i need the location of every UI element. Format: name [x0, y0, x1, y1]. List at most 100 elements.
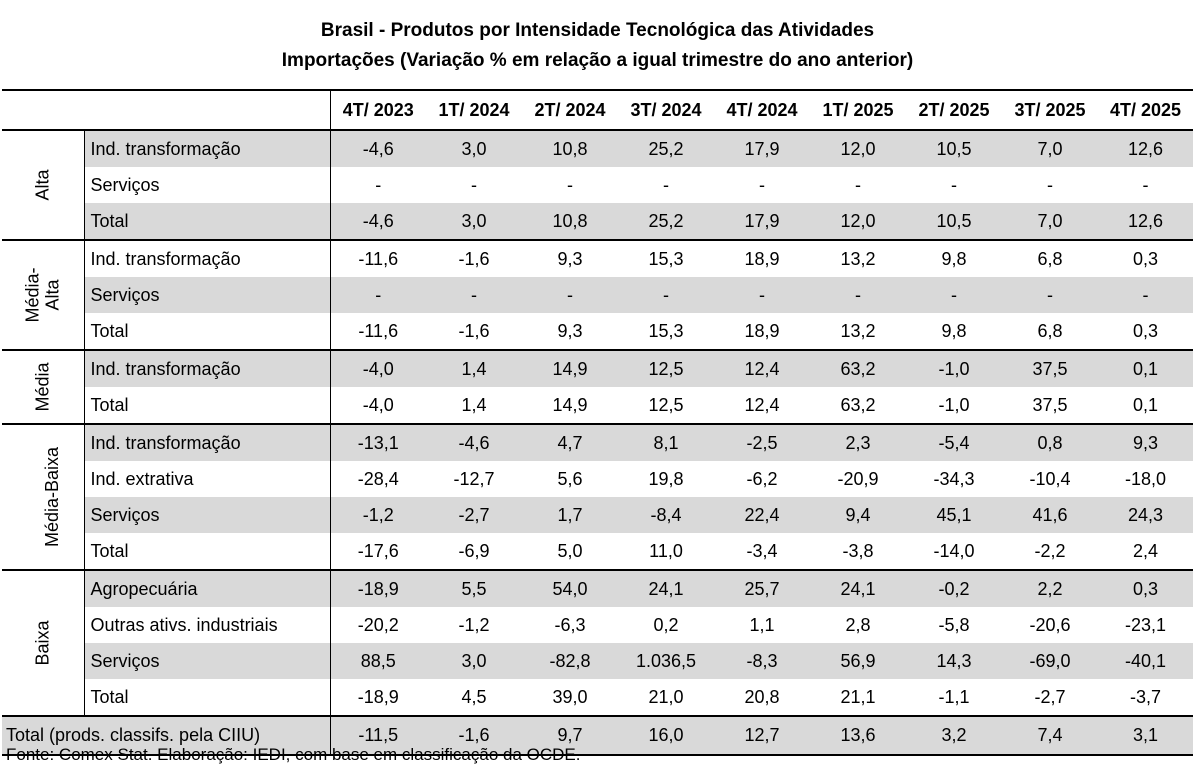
table-row: Total -17,6 -6,9 5,0 11,0 -3,4 -3,8 -14,0 -2,2 2,…: [2, 533, 1193, 570]
table-cell: -4,6: [426, 424, 522, 461]
table-cell: 2,8: [845, 614, 871, 635]
grand-total-row: Total (prods. classifs. pela CIIU) -11,5-…: [2, 716, 1193, 755]
table-cell: 25,2: [618, 130, 714, 167]
table-cell: -18,0: [1124, 468, 1167, 489]
table-cell: -6,9: [458, 540, 490, 561]
group-label-text: Média: [32, 361, 53, 412]
table-title: Brasil - Produtos por Intensidade Tecnol…: [320, 20, 875, 41]
table-cell: 12,0: [810, 130, 906, 167]
table-cell: 0,1: [1132, 394, 1159, 415]
table-cell: -11,6: [358, 320, 399, 341]
data-table: 4T/ 2023 1T/ 2024 2T/ 2024 3T/ 2024 4T/ 2024…: [2, 89, 1193, 756]
table-cell: 15,3: [648, 320, 684, 341]
table-cell: -1,6: [458, 320, 490, 341]
table-cell: 12,5: [618, 350, 714, 387]
table-cell: -: [426, 277, 522, 313]
table-cell: 3,0: [426, 643, 522, 679]
column-header: 1T/ 2024: [438, 99, 510, 120]
table-cell: -5,4: [906, 424, 1002, 461]
table-cell: -: [714, 277, 810, 313]
table-cell: -1,1: [938, 686, 970, 707]
table-cell: 7,0: [1002, 130, 1098, 167]
table-cell: 7,0: [1002, 203, 1098, 240]
group-label: Média- Alta: [2, 240, 85, 350]
table-cell: 12,6: [1098, 203, 1193, 240]
table-cell: 13,2: [840, 320, 876, 341]
table-cell: -82,8: [522, 643, 618, 679]
row-label: Serviços: [84, 643, 331, 679]
table-cell: 24,1: [618, 570, 714, 607]
table-cell: -3,8: [842, 540, 874, 561]
row-label: Total: [84, 679, 331, 716]
table-cell: 88,5: [330, 643, 426, 679]
table-cell: 25,2: [618, 203, 714, 240]
table-cell: -11,5: [330, 716, 426, 755]
table-cell: -: [663, 174, 669, 195]
header-row: 4T/ 2023 1T/ 2024 2T/ 2024 3T/ 2024 4T/ 2024…: [2, 90, 1193, 130]
group-label-text: Média- Alta: [22, 266, 63, 323]
table-cell: 0,8: [1002, 424, 1098, 461]
table-cell: 9,3: [557, 320, 583, 341]
table-cell: 7,4: [1002, 716, 1098, 755]
table-cell: -13,1: [330, 424, 426, 461]
table-cell: 8,1: [618, 424, 714, 461]
row-label: Serviços: [84, 167, 331, 203]
table-cell: 21,0: [648, 686, 684, 707]
table-cell: -8,4: [618, 497, 714, 533]
column-header: 4T/ 2025: [1109, 99, 1182, 120]
table-cell: 18,9: [744, 248, 780, 269]
table-cell: 5,6: [557, 468, 583, 489]
table-cell: 37,5: [1032, 394, 1068, 415]
table-row: Serviços 88,5 3,0 -82,8 1.036,5 -8,3 56,9 14,3-…: [2, 643, 1193, 679]
table-cell: 1,4: [426, 350, 522, 387]
table-cell: -1,2: [330, 497, 426, 533]
table-cell: -28,4: [357, 468, 399, 489]
table-cell: 1,1: [749, 614, 775, 635]
table-cell: -34,3: [933, 468, 975, 489]
table-cell: 25,7: [714, 570, 810, 607]
table-cell: -1,0: [906, 350, 1002, 387]
table-cell: -2,7: [1034, 686, 1066, 707]
table-cell: 12,4: [714, 350, 810, 387]
table-cell: 37,5: [1002, 350, 1098, 387]
group-label-text: Alta: [32, 168, 53, 201]
row-label: Ind. transformação: [84, 424, 331, 461]
table-cell: -18,9: [357, 686, 399, 707]
row-label: Total: [84, 387, 331, 424]
table-cell: -0,2: [906, 570, 1002, 607]
header-blank: [2, 90, 331, 130]
table-cell: -: [1047, 174, 1053, 195]
table-cell: -1,6: [426, 716, 522, 755]
table-row: Média Ind. transformação -4,0 1,4 14,9 12,5 12…: [2, 350, 1193, 424]
table-subtitle: Importações (Variação % em relação a igu…: [281, 50, 914, 71]
table-body: Alta Ind. transformação -4,6 3,0 10,8 25,2 17,…: [2, 130, 1193, 755]
table-cell: 39,0: [552, 686, 588, 707]
group-label: Média-Baixa: [2, 424, 85, 570]
table-cell: 18,9: [744, 320, 780, 341]
table-cell: 3,1: [1098, 716, 1193, 755]
table-cell: 10,5: [906, 203, 1002, 240]
table-cell: 9,8: [941, 320, 967, 341]
table-cell: 0,1: [1098, 350, 1193, 387]
table-cell: -4,6: [330, 130, 426, 167]
table-cell: 20,8: [744, 686, 780, 707]
table-cell: -20,2: [357, 614, 399, 635]
column-header: 4T/ 2024: [726, 99, 798, 120]
table-cell: -2,2: [1034, 540, 1066, 561]
row-label: Ind. extrativa: [84, 461, 331, 497]
table-cell: 12,7: [714, 716, 810, 755]
table-cell: 0,3: [1132, 248, 1159, 269]
table-cell: -40,1: [1098, 643, 1193, 679]
table-cell: 0,3: [1132, 320, 1159, 341]
table-cell: 13,2: [840, 248, 876, 269]
group-label: Baixa: [2, 570, 85, 716]
row-label: Serviços: [84, 277, 331, 313]
table-row: Média-Baixa Ind. transformação -13,1 -4,6 4,…: [2, 424, 1193, 570]
table-cell: -2,7: [426, 497, 522, 533]
table-row: Serviços -1,2 -2,7 1,7 -8,4 22,4 9,4 45,1 41,6 24…: [2, 497, 1193, 533]
table-cell: 54,0: [522, 570, 618, 607]
table-cell: -: [471, 174, 477, 195]
table-cell: 4,5: [461, 686, 487, 707]
group-label-text: Baixa: [32, 619, 53, 666]
table-row: Total -11,6 -1,6 9,3 15,3 18,9 13,2 9,8 6,8 0,3: [2, 313, 1193, 350]
